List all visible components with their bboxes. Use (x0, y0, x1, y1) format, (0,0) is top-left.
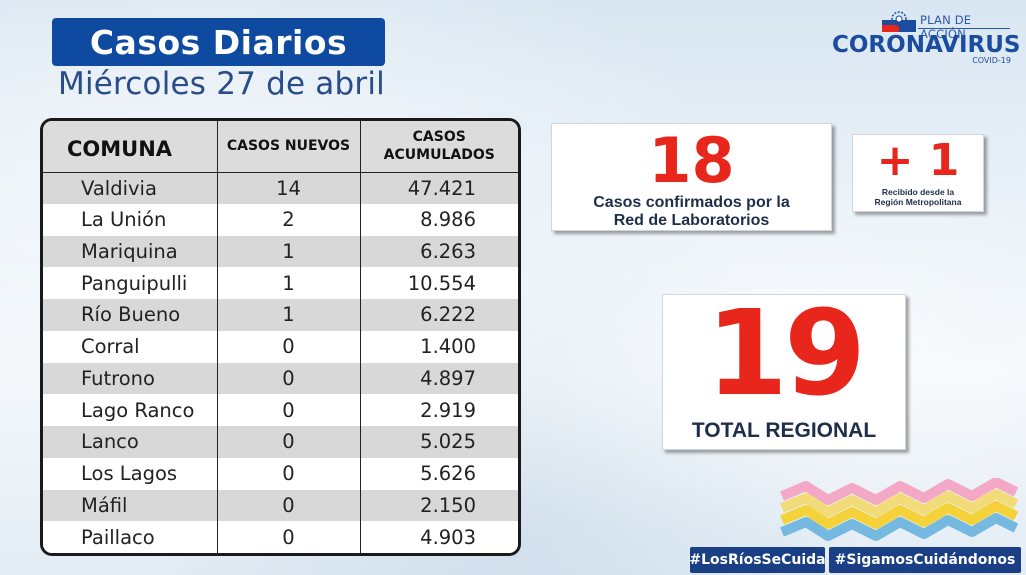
cell-comuna: Panguipulli (43, 267, 218, 299)
table-row: Los Lagos 0 5.626 (43, 457, 518, 490)
logo-main-text: CORONAVIRUS (832, 32, 1021, 58)
cell-acumulados: 5.626 (360, 457, 518, 490)
hashtag-sigamos: #SigamosCuidándonos (829, 547, 1021, 573)
cell-nuevos: 0 (217, 394, 361, 426)
table-row: Lago Ranco 0 2.919 (43, 394, 518, 426)
total-regional-label: TOTAL REGIONAL (691, 419, 877, 442)
cell-comuna: Valdivia (43, 172, 218, 204)
cell-comuna: Mariquina (43, 235, 218, 268)
total-regional-card: 19 TOTAL REGIONAL (662, 284, 906, 450)
cell-acumulados: 47.421 (360, 172, 518, 204)
lab-cases-label-line1: Casos confirmados por la (593, 194, 790, 211)
cell-comuna: Futrono (43, 362, 218, 395)
lab-cases-label: Casos confirmados por la Red de Laborato… (552, 194, 831, 230)
rm-cases-label-line1: Recibido desde la (881, 187, 955, 197)
table-row: Futrono 0 4.897 (43, 362, 518, 395)
cases-table: COMUNA CASOS NUEVOS CASOS ACUMULADOS Val… (40, 118, 521, 556)
cell-acumulados: 4.897 (360, 362, 518, 395)
cell-acumulados: 1.400 (360, 330, 518, 363)
table-row: Valdivia 14 47.421 (43, 172, 518, 204)
table-row: Río Bueno 1 6.222 (43, 299, 518, 331)
table-row: Corral 0 1.400 (43, 330, 518, 363)
cell-nuevos: 0 (217, 457, 361, 490)
cell-nuevos: 14 (217, 172, 361, 204)
cell-nuevos: 0 (217, 330, 361, 363)
header-casos-nuevos: CASOS NUEVOS (217, 121, 361, 173)
cell-comuna: Máfil (43, 489, 218, 522)
cell-comuna: Río Bueno (43, 299, 218, 331)
cell-acumulados: 6.263 (360, 235, 518, 268)
cell-nuevos: 1 (217, 299, 361, 331)
rm-cases-label-line2: Región Metropolitana (874, 197, 962, 207)
cell-nuevos: 0 (217, 489, 361, 522)
logo-sub-text: COVID-19 (972, 56, 1011, 65)
logo-plan-text: PLAN DE ACCIÓN (920, 13, 972, 41)
header-acumulados-line2: ACUMULADOS (383, 147, 495, 164)
header-comuna: COMUNA (43, 121, 218, 173)
rm-cases-label: Recibido desde la Región Metropolitana (853, 187, 983, 207)
header-casos-acumulados: CASOS ACUMULADOS (360, 121, 518, 173)
lab-cases-label-line2: Red de Laboratorios (613, 212, 770, 229)
cell-nuevos: 0 (217, 362, 361, 395)
table-row: Paillaco 0 4.903 (43, 521, 518, 553)
header-acumulados-line1: CASOS (412, 129, 466, 146)
cell-acumulados: 2.919 (360, 394, 518, 426)
table-row: Mariquina 1 6.263 (43, 235, 518, 268)
cell-comuna: Corral (43, 330, 218, 363)
cell-comuna: La Unión (43, 203, 218, 236)
date-subtitle: Miércoles 27 de abril (58, 66, 385, 102)
cell-comuna: Paillaco (43, 521, 218, 553)
cell-comuna: Los Lagos (43, 457, 218, 490)
total-regional-value: 19 (705, 284, 866, 422)
lab-cases-value: 18 (648, 124, 735, 197)
table-row: Panguipulli 1 10.554 (43, 267, 518, 299)
coronavirus-logo: PLAN DE ACCIÓN CORONAVIRUS COVID-19 (830, 10, 1021, 66)
lab-cases-card: 18 Casos confirmados por la Red de Labor… (551, 123, 832, 231)
table-row: Máfil 0 2.150 (43, 489, 518, 522)
cell-acumulados: 2.150 (360, 489, 518, 522)
logo-divider (918, 28, 1010, 29)
table-header-row: COMUNA CASOS NUEVOS CASOS ACUMULADOS (43, 121, 518, 173)
cell-acumulados: 8.986 (360, 203, 518, 236)
zigzag-decoration (780, 478, 1018, 541)
hashtag-losrios: #LosRíosSeCuida (689, 547, 826, 573)
cell-nuevos: 2 (217, 203, 361, 236)
cell-comuna: Lago Ranco (43, 394, 218, 426)
cell-acumulados: 10.554 (360, 267, 518, 299)
table-row: La Unión 2 8.986 (43, 203, 518, 236)
cell-nuevos: 0 (217, 521, 361, 553)
cell-acumulados: 5.025 (360, 426, 518, 458)
cell-nuevos: 0 (217, 426, 361, 458)
cell-acumulados: 6.222 (360, 299, 518, 331)
table-row: Lanco 0 5.025 (43, 426, 518, 458)
cell-acumulados: 4.903 (360, 521, 518, 553)
government-seal-icon (882, 11, 916, 32)
cell-nuevos: 1 (217, 267, 361, 299)
page-title: Casos Diarios (52, 18, 385, 66)
rm-cases-value: + 1 (876, 135, 960, 186)
cell-comuna: Lanco (43, 426, 218, 458)
rm-cases-card: + 1 Recibido desde la Región Metropolita… (852, 134, 984, 212)
cell-nuevos: 1 (217, 235, 361, 268)
